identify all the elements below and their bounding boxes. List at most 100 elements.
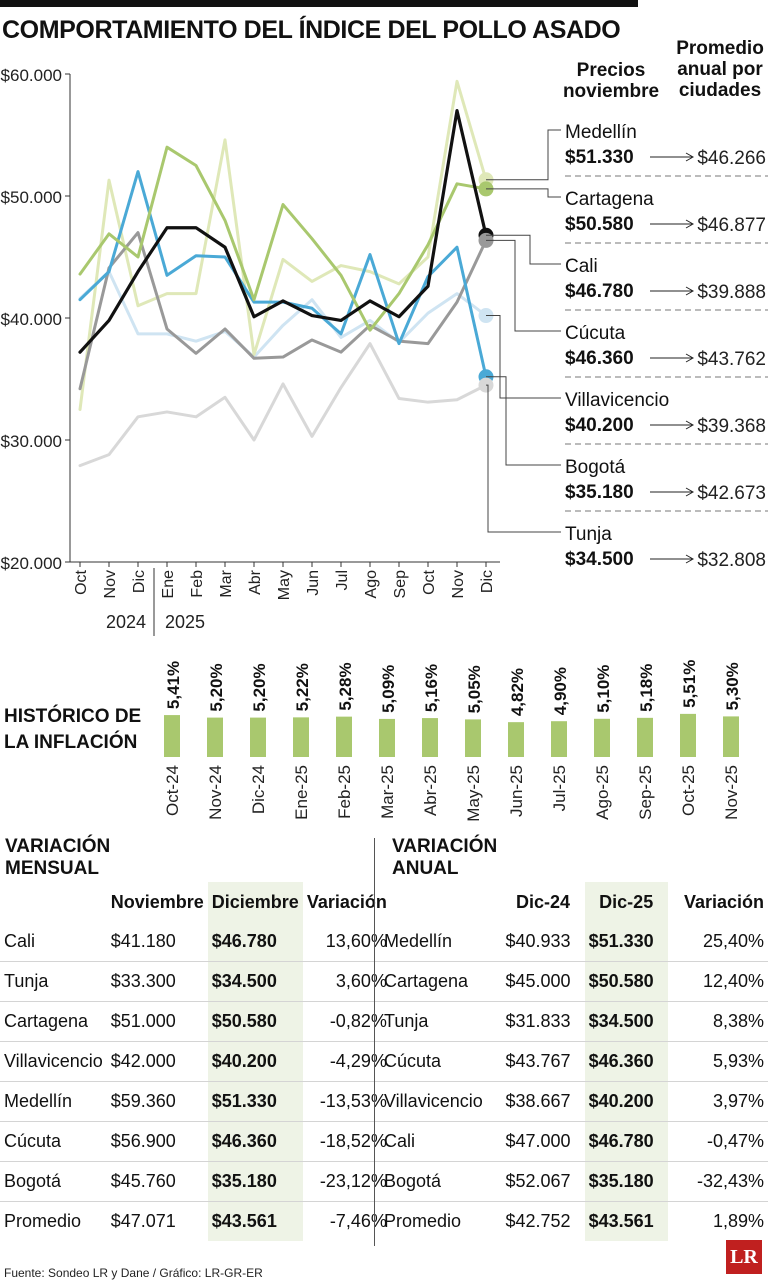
city-label: Cúcuta [565,323,626,344]
city-annual-average: $46.877 [697,215,766,236]
table-divider [374,838,375,1246]
city-cell: Promedio [4,1211,82,1231]
value-cell: $51.000 [106,1001,208,1042]
city-label: Cartagena [565,189,654,210]
inflation-bar [207,717,223,757]
precios-header-line1: Precios [576,60,646,81]
x-tick-label: Ene [160,570,177,599]
inflation-bar [336,716,352,757]
value-cell: $43.767 [501,1041,585,1082]
x-tick-label: Nov [450,570,467,598]
arrow-head [685,219,695,229]
city-label: Tunja [565,524,612,545]
city-label: Villavicencio [565,390,669,411]
inflation-bar [164,715,180,757]
precios-header: Precios noviembre [556,60,666,102]
highlight-value-cell: $50.580 [207,1001,303,1042]
x-tick-label: Abr [247,569,264,595]
inflation-month-label: Mar-25 [378,765,397,819]
column-header: Diciembre [207,882,303,922]
highlight-value-cell: $35.180 [584,1161,668,1202]
variation-cell: -23,12% [302,1161,391,1202]
leader-line [486,315,561,399]
inflation-month-label: Feb-25 [335,765,354,819]
table-row: Cali $47.000 $46.780 -0,47% [380,1121,768,1162]
city-annual-average: $46.266 [697,148,766,169]
series-line-bogotá [78,170,488,379]
inflation-month-label: May-25 [464,765,483,822]
inflation-value-label: 5,05% [465,665,484,713]
series-line-cali [78,108,488,354]
variation-cell: -13,53% [302,1081,391,1122]
series-line-cartagena [78,145,488,332]
precios-header-line2: noviembre [562,81,660,102]
highlight-value-cell: $46.360 [207,1121,303,1162]
x-tick-label: Jun [305,570,322,596]
city-price: $34.500 [565,549,634,570]
column-header: Dic-24 [516,891,571,912]
highlight-value-cell: $46.360 [584,1041,668,1082]
inflation-month-label: Ene-25 [292,765,311,820]
city-annual-average: $32.808 [697,550,766,571]
variation-cell: -32,43% [667,1161,768,1202]
value-cell: $41.180 [106,922,208,962]
table-row: Cúcuta $56.900 $46.360 -18,52% [0,1121,391,1162]
city-price: $46.360 [565,348,634,369]
inflation-bar [551,721,567,757]
highlight-value-cell: $34.500 [207,961,303,1002]
table-row: Medellín $59.360 $51.330 -13,53% [0,1081,391,1122]
highlight-value-cell: $50.580 [584,961,668,1002]
city-cell: Villavicencio [380,1081,502,1122]
value-cell: $42.000 [106,1041,208,1082]
value-cell: $45.000 [501,961,585,1002]
variation-cell: 3,60% [302,961,391,1002]
x-tick-label: Dic [479,570,496,593]
city-price: $40.200 [565,415,634,436]
leader-line [486,384,561,533]
arrow-head [685,286,695,296]
highlight-value-cell: $46.780 [207,922,303,962]
highlight-value-cell: $35.180 [207,1161,303,1202]
value-cell: $45.760 [106,1161,208,1202]
city-cell: Cali [0,922,107,962]
city-label: Bogotá [565,457,626,478]
inflation-month-label: Dic-24 [249,765,268,814]
table-header-row: Dic-24 Dic-25 Variación [380,882,768,922]
city-label: Cali [565,256,598,277]
highlight-value-cell: $34.500 [584,1001,668,1042]
monthly-variation-table: Noviembre Diciembre Variación Cali $41.180 $4… [0,882,391,1241]
city-price: $46.780 [565,281,634,302]
table-row: Bogotá $52.067 $35.180 -32,43% [380,1161,768,1202]
value-cell: $40.933 [501,922,585,962]
variation-cell: 12,40% [667,961,768,1002]
city-annual-average: $42.673 [697,483,766,504]
arrow-head [685,487,695,497]
inflation-month-label: Sep-25 [636,765,655,820]
arrow-head [685,152,695,162]
leader-line [486,188,561,198]
x-tick-label: Jul [334,570,351,590]
lr-logo: LR [726,1240,762,1274]
y-tick-label: $30.000 [1,432,62,451]
inflation-value-label: 5,30% [723,662,742,710]
table-header-row: Noviembre Diciembre Variación [0,882,391,922]
column-header: Dic-25 [584,882,668,922]
city-cell: Villavicencio [0,1041,107,1082]
inflation-value-label: 5,10% [594,665,613,713]
highlight-value-cell: $40.200 [207,1041,303,1082]
city-cell: Cartagena [0,1001,107,1042]
variation-cell: -0,47% [667,1121,768,1162]
annual-title-line2: ANUAL [392,858,459,879]
highlight-value-cell: $40.200 [584,1081,668,1122]
inflation-value-label: 4,90% [551,667,570,715]
inflation-title-line2: LA INFLACIÓN [4,732,138,753]
inflation-bar [293,717,309,757]
variation-cell: 8,38% [667,1001,768,1042]
table-row: Promedio $47.071 $43.561 -7,46% [0,1201,391,1241]
variation-cell: 13,60% [302,922,391,962]
series-line-tunja [78,342,488,468]
inflation-bar [465,719,481,757]
annual-variation-table: Dic-24 Dic-25 Variación Medellín $40.933 $51.… [380,882,768,1241]
inflation-month-label: Jul-25 [550,765,569,811]
leader-line [486,129,561,181]
